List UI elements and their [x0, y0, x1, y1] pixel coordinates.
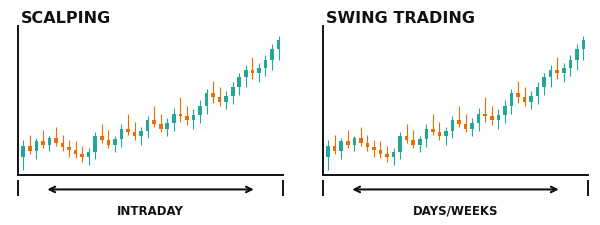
- Bar: [211, 94, 215, 98]
- Bar: [359, 138, 362, 144]
- Bar: [22, 146, 25, 157]
- Bar: [490, 117, 494, 120]
- Bar: [575, 50, 578, 61]
- Bar: [444, 131, 448, 137]
- Bar: [80, 154, 84, 157]
- Bar: [437, 133, 441, 137]
- Bar: [392, 153, 395, 157]
- Bar: [536, 87, 539, 97]
- Bar: [152, 120, 156, 125]
- Bar: [398, 137, 402, 153]
- Bar: [365, 144, 369, 147]
- Bar: [516, 94, 520, 98]
- Bar: [28, 146, 32, 151]
- Bar: [257, 69, 260, 74]
- Bar: [556, 70, 559, 74]
- Bar: [503, 106, 506, 115]
- Bar: [166, 124, 169, 129]
- Bar: [562, 69, 566, 74]
- Bar: [372, 147, 376, 150]
- Bar: [277, 40, 280, 50]
- Bar: [185, 117, 188, 120]
- Bar: [340, 142, 343, 151]
- Bar: [47, 138, 51, 145]
- Bar: [542, 78, 546, 87]
- Bar: [412, 141, 415, 145]
- Bar: [139, 131, 143, 137]
- Bar: [35, 142, 38, 151]
- Bar: [484, 114, 487, 117]
- Bar: [385, 154, 389, 157]
- Bar: [425, 129, 428, 140]
- Bar: [126, 129, 130, 133]
- Bar: [54, 138, 58, 144]
- Bar: [509, 94, 513, 106]
- Bar: [119, 129, 123, 140]
- Bar: [159, 125, 163, 129]
- Bar: [251, 70, 254, 74]
- Bar: [457, 120, 461, 125]
- Text: SCALPING: SCALPING: [20, 11, 111, 25]
- Bar: [581, 40, 585, 50]
- Bar: [107, 141, 110, 145]
- Bar: [326, 146, 330, 157]
- Bar: [497, 115, 500, 120]
- Bar: [549, 70, 553, 78]
- Bar: [263, 61, 267, 69]
- Bar: [87, 153, 91, 157]
- Bar: [146, 120, 149, 131]
- Bar: [133, 133, 136, 137]
- Bar: [205, 94, 208, 106]
- Bar: [523, 98, 526, 102]
- Bar: [41, 142, 44, 145]
- Bar: [113, 140, 116, 145]
- Text: INTRADAY: INTRADAY: [117, 204, 184, 217]
- Bar: [451, 120, 454, 131]
- Bar: [418, 140, 422, 145]
- Bar: [218, 98, 221, 102]
- Bar: [346, 142, 350, 145]
- Bar: [569, 61, 572, 69]
- Bar: [179, 114, 182, 117]
- Bar: [61, 144, 64, 147]
- Bar: [198, 106, 202, 115]
- Bar: [244, 70, 248, 78]
- Bar: [224, 97, 228, 102]
- Bar: [74, 150, 77, 154]
- Bar: [379, 150, 382, 154]
- Bar: [431, 129, 434, 133]
- Bar: [477, 114, 481, 124]
- Bar: [238, 78, 241, 87]
- Bar: [405, 137, 409, 141]
- Bar: [353, 138, 356, 145]
- Bar: [100, 137, 104, 141]
- Bar: [67, 147, 71, 150]
- Bar: [231, 87, 235, 97]
- Text: DAYS/WEEKS: DAYS/WEEKS: [413, 204, 498, 217]
- Bar: [464, 125, 467, 129]
- Bar: [270, 50, 274, 61]
- Bar: [172, 114, 176, 124]
- Text: SWING TRADING: SWING TRADING: [326, 11, 475, 25]
- Bar: [470, 124, 474, 129]
- Bar: [94, 137, 97, 153]
- Bar: [529, 97, 533, 102]
- Bar: [333, 146, 337, 151]
- Bar: [191, 115, 195, 120]
